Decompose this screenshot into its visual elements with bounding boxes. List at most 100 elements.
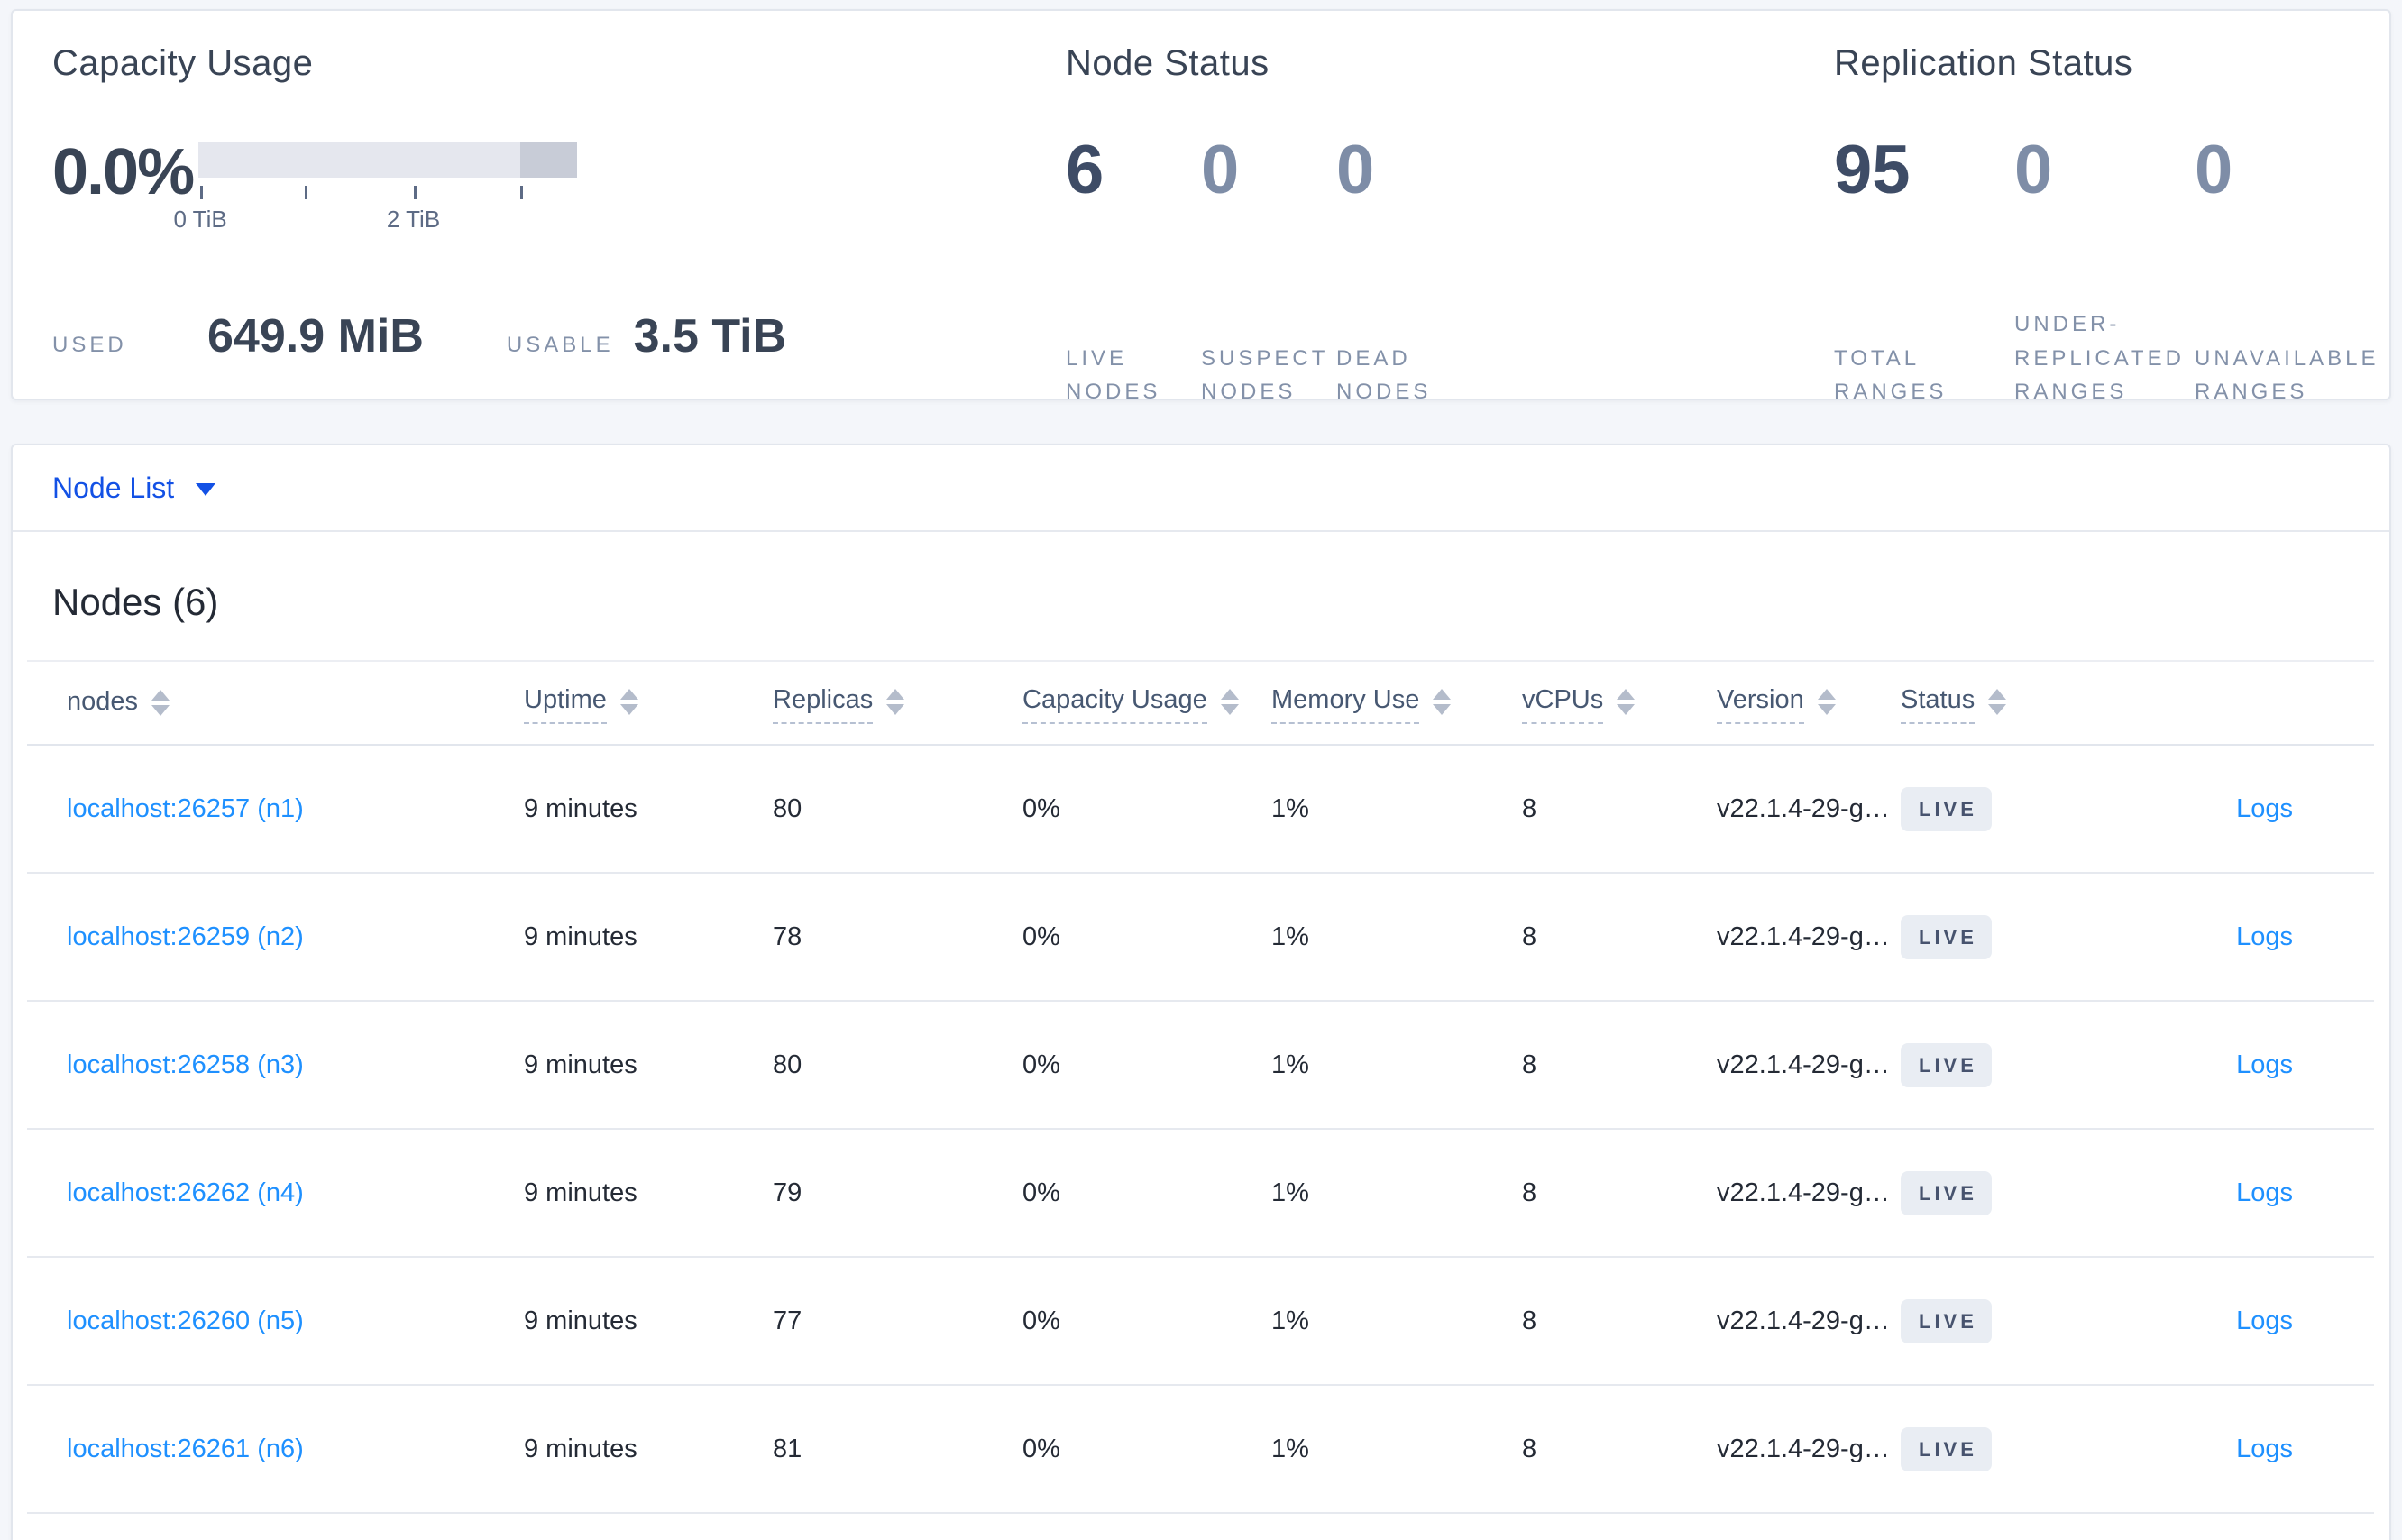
uptime-cell: 9 minutes: [524, 1257, 773, 1386]
logs-cell: Logs: [2126, 1001, 2374, 1130]
suspect-nodes-value: 0: [1201, 132, 1240, 208]
usable-label: USABLE: [506, 333, 614, 357]
tick-mark: [200, 186, 204, 199]
dead-nodes-value: 0: [1336, 132, 1375, 208]
column-header-memory-use[interactable]: Memory Use: [1271, 685, 1452, 724]
status-cell: LIVE: [1901, 1257, 2126, 1386]
chevron-down-icon: [196, 483, 216, 496]
version-cell: v22.1.4-29-g…: [1717, 1257, 1901, 1386]
capacity-cell: 0%: [1022, 1257, 1271, 1386]
sort-icon: [1433, 689, 1452, 715]
nodes-table: nodes Uptime Replicas Capacity Usage Mem…: [27, 660, 2374, 1514]
column-header-capacity-usage[interactable]: Capacity Usage: [1022, 685, 1239, 724]
logs-link[interactable]: Logs: [2236, 1434, 2293, 1463]
column-header-nodes[interactable]: nodes: [67, 687, 170, 724]
tick-mark: [413, 186, 417, 199]
logs-link[interactable]: Logs: [2236, 793, 2293, 823]
status-badge: LIVE: [1901, 1298, 1992, 1343]
node-address-link[interactable]: localhost:26261 (n6): [67, 1434, 304, 1463]
table-row: localhost:26257 (n1) 9 minutes 80 0% 1% …: [27, 745, 2374, 874]
node-address-link[interactable]: localhost:26259 (n2): [67, 921, 304, 951]
node-address-link[interactable]: localhost:26258 (n3): [67, 1050, 304, 1079]
capacity-bar-reserved-segment: [520, 142, 577, 178]
memory-cell: 1%: [1271, 1129, 1522, 1258]
uptime-cell: 9 minutes: [524, 745, 773, 874]
version-cell: v22.1.4-29-g…: [1717, 1129, 1901, 1258]
status-cell: LIVE: [1901, 1129, 2126, 1258]
status-badge: LIVE: [1901, 786, 1992, 831]
uptime-cell: 9 minutes: [524, 1129, 773, 1258]
status-cell: LIVE: [1901, 1001, 2126, 1130]
under-replicated-ranges-value: 0: [2014, 132, 2053, 208]
node-list-dropdown[interactable]: Node List: [52, 472, 216, 505]
uptime-cell: 9 minutes: [524, 873, 773, 1002]
replicas-cell: 80: [773, 1001, 1022, 1130]
capacity-used-percent: 0.0%: [52, 136, 195, 208]
suspect-nodes-label: SUSPECT NODES: [1201, 345, 1328, 404]
tick-label-0tib: 0 TiB: [173, 206, 227, 233]
vcpus-cell: 8: [1522, 873, 1717, 1002]
status-badge: LIVE: [1901, 1426, 1992, 1471]
capacity-cell: 0%: [1022, 873, 1271, 1002]
table-row: localhost:26258 (n3) 9 minutes 80 0% 1% …: [27, 1001, 2374, 1130]
logs-link[interactable]: Logs: [2236, 1306, 2293, 1335]
suspect-nodes-stat: 0 SUSPECT NODES: [1201, 136, 1336, 408]
live-nodes-value: 6: [1066, 132, 1105, 208]
logs-link[interactable]: Logs: [2236, 1050, 2293, 1079]
vcpus-cell: 8: [1522, 1257, 1717, 1386]
status-cell: LIVE: [1901, 873, 2126, 1002]
sort-icon: [1988, 689, 2007, 715]
live-nodes-label: LIVE NODES: [1066, 345, 1161, 404]
sort-icon: [619, 689, 638, 715]
status-badge: LIVE: [1901, 914, 1992, 959]
unavailable-ranges-label: UNAVAILABLE RANGES: [2195, 345, 2379, 404]
capacity-cell: 0%: [1022, 745, 1271, 874]
node-address-link[interactable]: localhost:26257 (n1): [67, 793, 304, 823]
vcpus-cell: 8: [1522, 745, 1717, 874]
vcpus-cell: 8: [1522, 1129, 1717, 1258]
memory-cell: 1%: [1271, 1385, 1522, 1514]
version-cell: v22.1.4-29-g…: [1717, 745, 1901, 874]
vcpus-cell: 8: [1522, 1385, 1717, 1514]
sort-icon: [151, 690, 170, 716]
capacity-cell: 0%: [1022, 1129, 1271, 1258]
live-nodes-stat: 6 LIVE NODES: [1066, 136, 1201, 408]
column-header-version[interactable]: Version: [1717, 685, 1836, 724]
replicas-cell: 81: [773, 1385, 1022, 1514]
sort-icon: [1817, 689, 1836, 715]
table-row: localhost:26262 (n4) 9 minutes 79 0% 1% …: [27, 1129, 2374, 1258]
column-header-logs: [2126, 662, 2374, 746]
usable-value: 3.5 TiB: [633, 310, 787, 362]
used-value: 649.9 MiB: [207, 310, 424, 362]
logs-cell: Logs: [2126, 1129, 2374, 1258]
status-badge: LIVE: [1901, 1170, 1992, 1215]
column-header-uptime[interactable]: Uptime: [524, 685, 638, 724]
node-address-link[interactable]: localhost:26260 (n5): [67, 1306, 304, 1335]
version-cell: v22.1.4-29-g…: [1717, 1385, 1901, 1514]
memory-cell: 1%: [1271, 1001, 1522, 1130]
node-status-title: Node Status: [1066, 43, 1270, 83]
node-list-card: Node List Nodes (6) nodes Uptime Replica…: [11, 444, 2391, 1540]
sort-icon: [886, 689, 905, 715]
logs-cell: Logs: [2126, 873, 2374, 1002]
replication-status-section: Replication Status 95 TOTAL RANGES 0 UND…: [1834, 43, 2389, 404]
logs-cell: Logs: [2126, 1257, 2374, 1386]
column-header-replicas[interactable]: Replicas: [773, 685, 905, 724]
tick-mark: [305, 186, 308, 199]
logs-link[interactable]: Logs: [2236, 921, 2293, 951]
capacity-usage-section: Capacity Usage 0.0% 0 TiB 2 TiB USED 649…: [52, 43, 1066, 399]
capacity-axis: 0 TiB 2 TiB: [173, 186, 577, 233]
logs-link[interactable]: Logs: [2236, 1178, 2293, 1207]
memory-cell: 1%: [1271, 1257, 1522, 1386]
node-address-link[interactable]: localhost:26262 (n4): [67, 1178, 304, 1207]
table-row: localhost:26259 (n2) 9 minutes 78 0% 1% …: [27, 873, 2374, 1002]
tick-label-2tib: 2 TiB: [386, 206, 441, 233]
status-cell: LIVE: [1901, 1385, 2126, 1514]
replicas-cell: 78: [773, 873, 1022, 1002]
table-row: localhost:26260 (n5) 9 minutes 77 0% 1% …: [27, 1257, 2374, 1386]
column-header-vcpus[interactable]: vCPUs: [1522, 685, 1636, 724]
version-cell: v22.1.4-29-g…: [1717, 873, 1901, 1002]
column-header-status[interactable]: Status: [1901, 685, 2007, 724]
logs-cell: Logs: [2126, 745, 2374, 874]
uptime-cell: 9 minutes: [524, 1385, 773, 1514]
